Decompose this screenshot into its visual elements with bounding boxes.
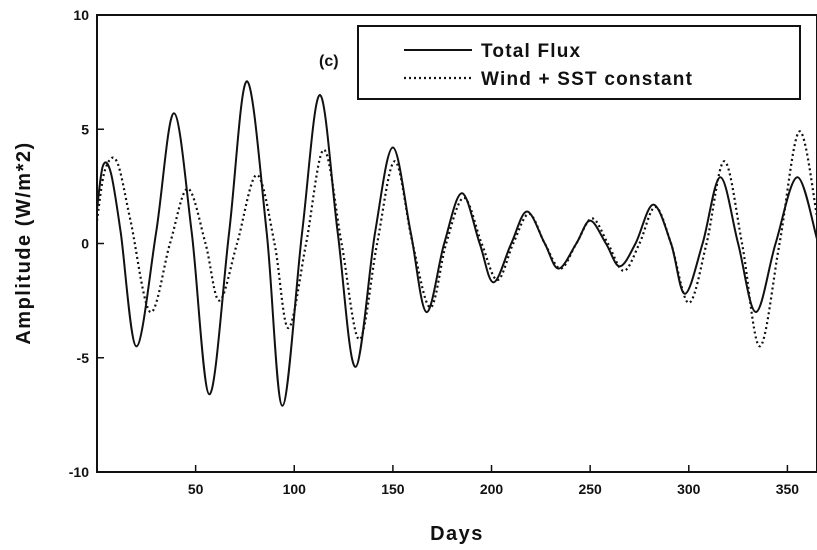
x-tick-label: 150 bbox=[381, 481, 405, 497]
x-tick-label: 200 bbox=[480, 481, 504, 497]
y-axis-ticks: -10 -5 0 5 10 bbox=[69, 7, 104, 480]
legend-label-total-flux: Total Flux bbox=[481, 41, 581, 62]
y-tick-label: -10 bbox=[69, 464, 89, 480]
x-axis-title: Days bbox=[430, 523, 484, 545]
legend: Total Flux Wind + SST constant bbox=[357, 25, 801, 100]
series-line-wind-sst-constant bbox=[97, 130, 817, 348]
legend-box bbox=[357, 25, 801, 100]
series-line-total-flux bbox=[97, 80, 817, 407]
x-tick-label: 250 bbox=[578, 481, 602, 497]
series-layer bbox=[97, 80, 817, 407]
x-tick-label: 100 bbox=[283, 481, 307, 497]
x-tick-label: 350 bbox=[776, 481, 800, 497]
y-tick-label: -5 bbox=[77, 350, 90, 366]
legend-label-wind-sst: Wind + SST constant bbox=[481, 69, 693, 90]
x-axis-ticks: 50 100 150 200 250 300 350 bbox=[188, 465, 799, 497]
y-tick-label: 5 bbox=[81, 121, 89, 137]
x-tick-label: 50 bbox=[188, 481, 204, 497]
y-tick-label: 10 bbox=[73, 7, 89, 23]
y-axis-title: Amplitude (W/m*2) bbox=[13, 141, 35, 344]
y-tick-label: 0 bbox=[81, 236, 89, 252]
x-tick-label: 300 bbox=[677, 481, 701, 497]
panel-label: (c) bbox=[319, 53, 339, 70]
